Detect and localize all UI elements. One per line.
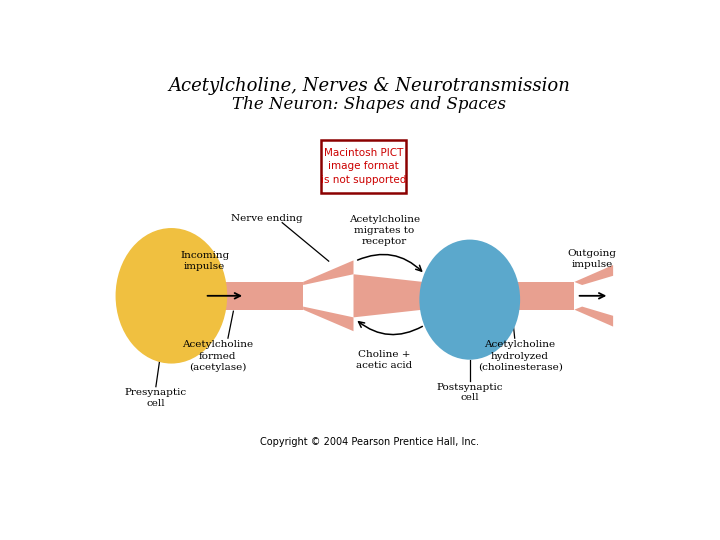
Text: Incoming
impulse: Incoming impulse [180,251,230,271]
Polygon shape [303,307,354,331]
Polygon shape [575,307,613,327]
Text: Acetylcholine
migrates to
receptor: Acetylcholine migrates to receptor [349,215,420,246]
Polygon shape [354,274,423,318]
Polygon shape [516,282,575,309]
Text: The Neuron: Shapes and Spaces: The Neuron: Shapes and Spaces [232,96,506,113]
Text: Acetylcholine, Nerves & Neurotransmission: Acetylcholine, Nerves & Neurotransmissio… [168,77,570,96]
Bar [321,140,406,193]
Text: Acetylcholine
hydrolyzed
(cholinesterase): Acetylcholine hydrolyzed (cholinesterase… [477,340,562,372]
Text: Choline +
acetic acid: Choline + acetic acid [356,350,413,370]
Text: Outgoing
impulse: Outgoing impulse [567,249,617,269]
Ellipse shape [116,228,228,363]
Text: Copyright © 2004 Pearson Prentice Hall, Inc.: Copyright © 2004 Pearson Prentice Hall, … [259,437,479,447]
Text: Nerve ending: Nerve ending [231,214,302,224]
Polygon shape [575,265,613,285]
Text: Macintosh PICT
image format
is not supported: Macintosh PICT image format is not suppo… [321,148,406,185]
Text: Acetylcholine
formed
(acetylase): Acetylcholine formed (acetylase) [182,340,253,372]
Polygon shape [223,282,303,309]
Text: Postsynaptic
cell: Postsynaptic cell [436,383,503,402]
Polygon shape [303,260,354,285]
Ellipse shape [419,240,520,360]
Text: Presynaptic
cell: Presynaptic cell [125,388,187,408]
